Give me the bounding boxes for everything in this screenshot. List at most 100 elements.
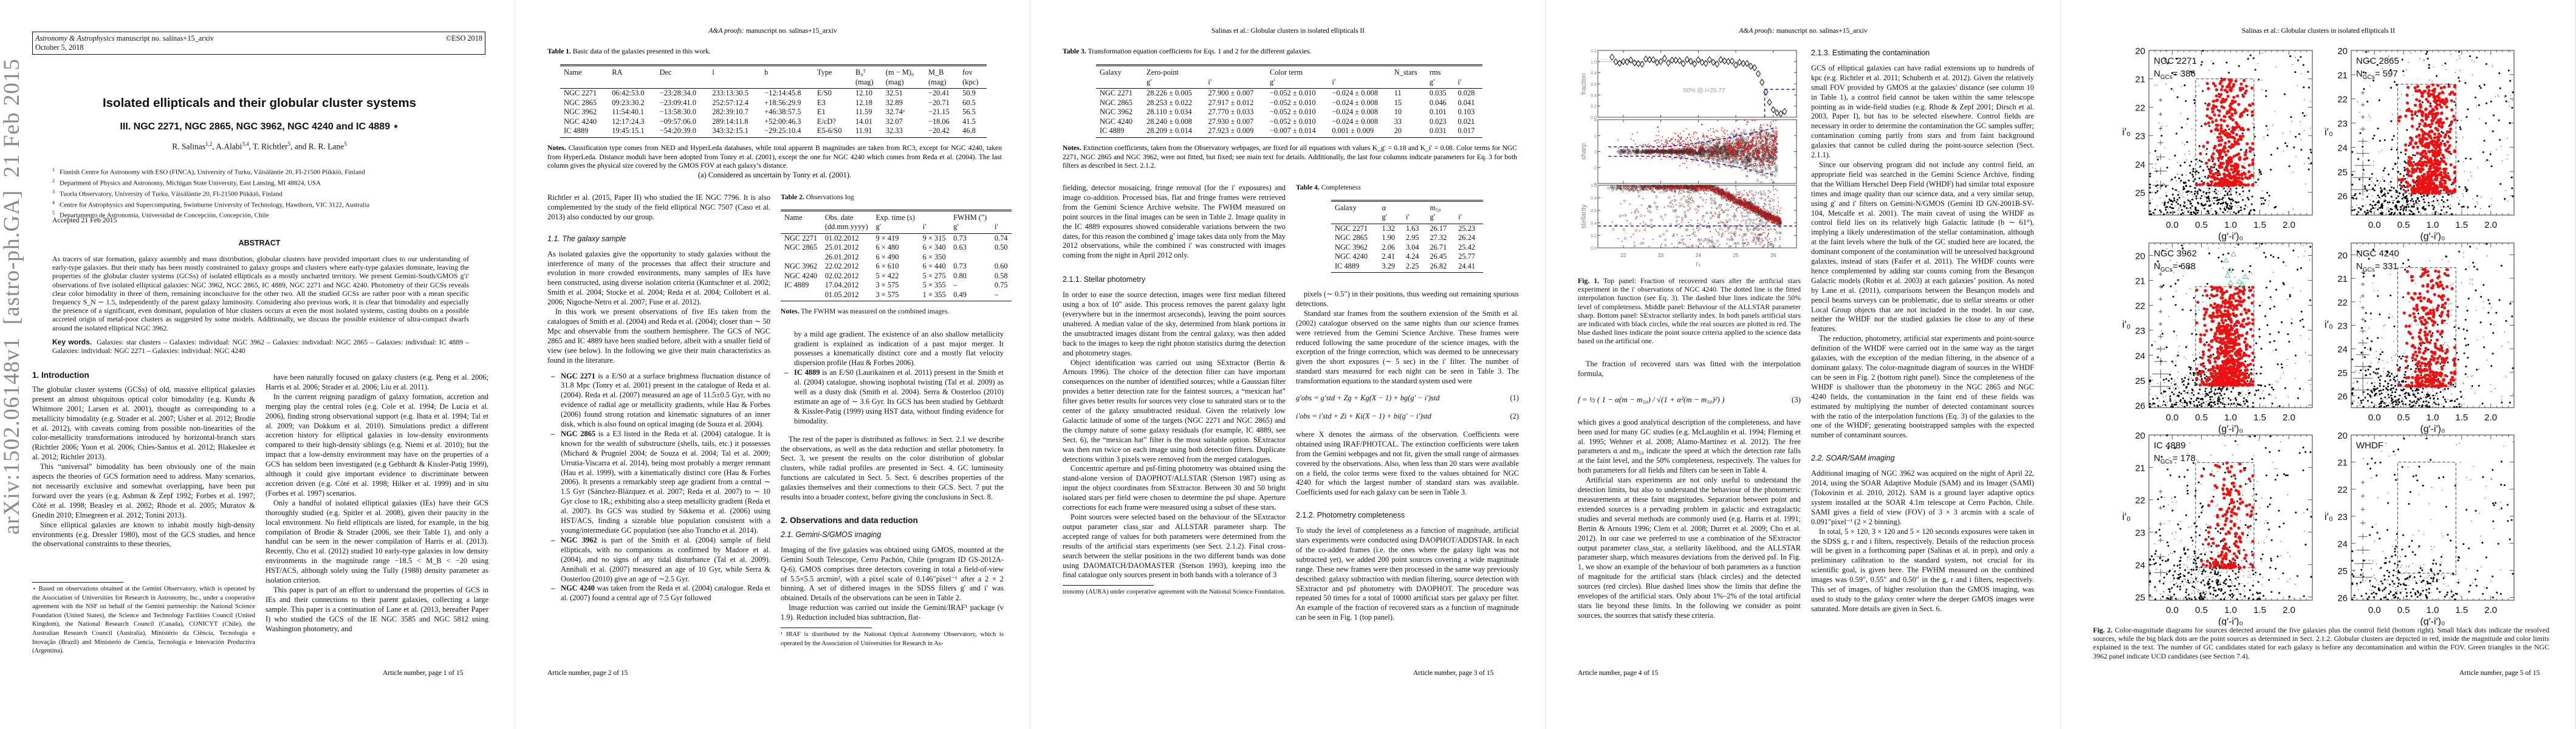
column-header: l (708, 64, 761, 78)
real-source-point (1736, 154, 1738, 156)
paragraph: where X denotes the airmass of the obser… (1296, 430, 1519, 497)
real-source-point (1766, 146, 1767, 148)
real-source-point (1729, 201, 1731, 202)
real-source-point (1716, 137, 1718, 139)
real-source-point (1737, 143, 1739, 144)
real-source-point (1685, 149, 1687, 151)
real-source-point (1674, 157, 1676, 159)
subsubsection-heading: 2.1.1. Stellar photometry (1063, 275, 1146, 284)
table-cell: 14.01 (855, 117, 872, 126)
real-source-point (1771, 219, 1773, 221)
real-source-point (1721, 236, 1722, 238)
table1-notes: Notes. Classification type comes from NE… (547, 144, 1002, 179)
real-source-point (1775, 134, 1776, 136)
real-source-point (1685, 128, 1687, 130)
real-source-point (1629, 151, 1631, 152)
recovered-fraction-point (1752, 64, 1758, 72)
real-source-point (1755, 194, 1756, 196)
real-source-point (1739, 156, 1741, 157)
real-source-point (1622, 149, 1624, 150)
artificial-star-point (1761, 238, 1763, 241)
real-source-point (1738, 142, 1739, 143)
artificial-star-point (1619, 188, 1622, 191)
real-source-point (1714, 211, 1716, 213)
real-source-point (1742, 169, 1743, 171)
real-source-point (1683, 188, 1684, 190)
real-source-point (1656, 152, 1658, 154)
real-source-point (1674, 132, 1675, 134)
real-source-point (1755, 144, 1756, 145)
y-tick-label: 0.4 (1591, 94, 1597, 98)
real-source-point (1775, 148, 1777, 150)
paragraphs: In order to ease the source detection, i… (1063, 290, 1286, 580)
real-source-point (1774, 217, 1776, 219)
real-source-point (1732, 150, 1733, 151)
real-source-point (1682, 145, 1684, 147)
artificial-star-point (1690, 198, 1693, 201)
artificial-star-point (1763, 133, 1766, 135)
artificial-star-point (1755, 236, 1757, 239)
real-source-point (1721, 151, 1723, 153)
artificial-star-point (1694, 208, 1697, 211)
real-source-point (1714, 213, 1716, 214)
real-source-point (1717, 131, 1718, 132)
artificial-star-point (1766, 148, 1769, 151)
table-cell: −0.052 ± 0.010 (1269, 89, 1316, 97)
real-source-point (1748, 203, 1750, 205)
table-cell: NGC 3962 (564, 108, 597, 116)
real-source-point (1724, 163, 1726, 165)
artificial-star-point (1767, 242, 1770, 245)
real-source-point (1661, 143, 1663, 145)
real-source-point (1730, 153, 1731, 155)
real-source-point (1696, 226, 1698, 228)
table-cell (781, 290, 821, 301)
real-source-point (1704, 154, 1705, 156)
recovered-fraction-point (1639, 60, 1645, 68)
real-source-point (1761, 147, 1762, 148)
real-source-point (1769, 165, 1770, 167)
artificial-star-point (1709, 154, 1711, 157)
real-source-point (1697, 222, 1699, 224)
real-source-point (1740, 146, 1742, 148)
real-source-point (1678, 216, 1680, 217)
real-source-point (1759, 205, 1761, 207)
table-label: Table 3. (1063, 47, 1086, 55)
artificial-star-point (1741, 136, 1744, 139)
recovered-fraction-point (1670, 56, 1675, 64)
real-source-point (1745, 150, 1746, 152)
real-source-point (1721, 148, 1722, 149)
table-cell: 4.24 (1405, 252, 1419, 261)
artificial-star-point (1737, 159, 1740, 161)
column-header: i′ (1402, 213, 1427, 224)
real-source-point (1658, 154, 1660, 156)
artificial-star-point (1609, 186, 1612, 189)
real-source-point (1739, 153, 1741, 155)
real-source-point (1713, 163, 1714, 165)
artificial-star-point (1716, 239, 1719, 242)
artificial-star-point (1770, 123, 1772, 126)
artificial-star-point (1649, 185, 1652, 187)
real-source-point (1726, 243, 1728, 245)
column-header (1328, 64, 1391, 78)
real-source-point (1735, 235, 1736, 237)
artificial-star-point (1764, 204, 1767, 207)
real-source-point (1733, 131, 1735, 132)
real-source-point (1747, 242, 1749, 244)
real-source-point (1687, 146, 1688, 148)
artificial-star-point (1728, 218, 1731, 221)
real-source-point (1745, 152, 1747, 154)
artificial-star-point (1634, 151, 1637, 153)
real-source-point (1762, 229, 1764, 231)
page3-right-column: Table 4. Completeness Galaxy α m₅₀ g′ i′ g′ i′… (1296, 183, 1519, 623)
real-source-point (1774, 147, 1776, 149)
table-cell: E/S0 (817, 89, 832, 97)
paragraph: In the current reigning paradigm of gala… (265, 392, 488, 498)
running-header-manuscript: manuscript no. salinas+15_arxiv (744, 27, 837, 35)
real-source-point (1756, 140, 1758, 141)
artificial-star-point (1731, 132, 1733, 135)
artificial-star-point (1718, 216, 1720, 219)
real-source-point (1742, 154, 1744, 156)
artificial-star-point (1623, 185, 1626, 188)
artificial-star-point (1730, 231, 1733, 234)
real-source-point (1754, 138, 1756, 139)
